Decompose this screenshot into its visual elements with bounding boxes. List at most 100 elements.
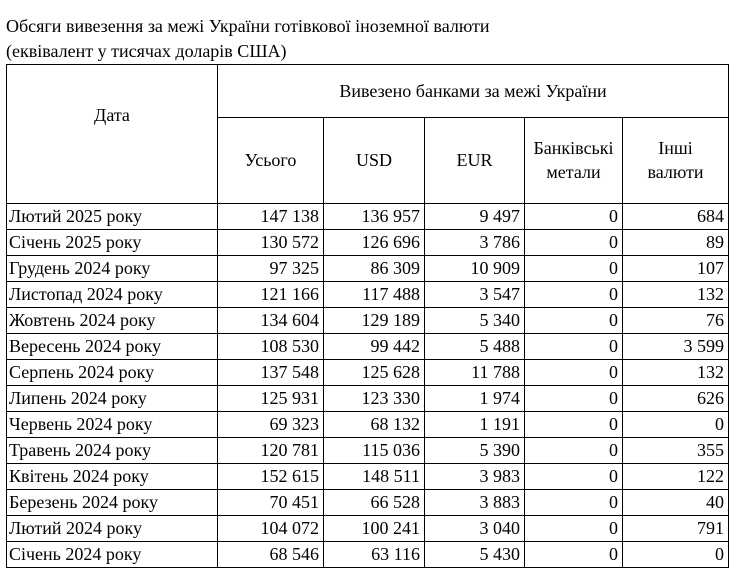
table-row: Липень 2024 року 125 931 123 330 1 974 0 626 (6, 385, 729, 412)
cell-date: Грудень 2024 року (6, 255, 218, 282)
cell-usd: 68 132 (323, 411, 425, 438)
cell-eur: 5 430 (424, 541, 525, 568)
cell-date: Січень 2024 року (6, 541, 218, 568)
header-other-line2: валюти (647, 162, 704, 183)
cell-date: Квітень 2024 року (6, 463, 218, 490)
header-other: Інші валюти (622, 116, 729, 205)
cell-eur: 10 909 (424, 255, 525, 282)
cell-other: 122 (622, 463, 729, 490)
cell-metals: 0 (524, 307, 623, 334)
cell-total: 69 323 (217, 411, 324, 438)
cell-eur: 3 040 (424, 515, 525, 542)
cell-eur: 1 974 (424, 385, 525, 412)
cell-metals: 0 (524, 437, 623, 464)
cell-metals: 0 (524, 411, 623, 438)
table-row: Листопад 2024 року 121 166 117 488 3 547 0 13… (6, 281, 729, 308)
cell-metals: 0 (524, 229, 623, 256)
header-metals-line1: Банківські (533, 138, 614, 159)
cell-total: 97 325 (217, 255, 324, 282)
cell-metals: 0 (524, 333, 623, 360)
cell-date: Лютий 2025 року (6, 203, 218, 230)
table-row: Лютий 2024 року 104 072 100 241 3 040 0 791 (6, 515, 729, 542)
table-row: Березень 2024 року 70 451 66 528 3 883 0 40 (6, 489, 729, 516)
cell-other: 76 (622, 307, 729, 334)
cell-usd: 117 488 (323, 281, 425, 308)
cell-usd: 66 528 (323, 489, 425, 516)
cell-date: Березень 2024 року (6, 489, 218, 516)
cell-other: 0 (622, 541, 729, 568)
currency-export-table: Дата Вивезено банками за межі України Ус… (6, 64, 729, 568)
cell-other: 791 (622, 515, 729, 542)
cell-metals: 0 (524, 463, 623, 490)
title-line-1: Обсяги вивезення за межі України готівко… (6, 16, 490, 36)
cell-other: 3 599 (622, 333, 729, 360)
cell-usd: 129 189 (323, 307, 425, 334)
cell-usd: 63 116 (323, 541, 425, 568)
cell-usd: 100 241 (323, 515, 425, 542)
table-row: Жовтень 2024 року 134 604 129 189 5 340 0 76 (6, 307, 729, 334)
cell-total: 104 072 (217, 515, 324, 542)
cell-eur: 11 788 (424, 359, 525, 386)
cell-total: 68 546 (217, 541, 324, 568)
table-row: Грудень 2024 року 97 325 86 309 10 909 0 107 (6, 255, 729, 282)
cell-usd: 86 309 (323, 255, 425, 282)
cell-metals: 0 (524, 281, 623, 308)
table-row: Квітень 2024 року 152 615 148 511 3 983 0 122 (6, 463, 729, 490)
table-row: Лютий 2025 року 147 138 136 957 9 497 0 684 (6, 203, 729, 230)
cell-usd: 136 957 (323, 203, 425, 230)
table-row: Червень 2024 року 69 323 68 132 1 191 0 0 (6, 411, 729, 438)
header-other-line1: Інші (658, 138, 693, 159)
cell-total: 137 548 (217, 359, 324, 386)
header-date: Дата (6, 64, 218, 204)
cell-other: 626 (622, 385, 729, 412)
cell-date: Листопад 2024 року (6, 281, 218, 308)
table-row: Вересень 2024 року 108 530 99 442 5 488 0 3 5… (6, 333, 729, 360)
cell-metals: 0 (524, 489, 623, 516)
cell-other: 0 (622, 411, 729, 438)
cell-eur: 3 883 (424, 489, 525, 516)
cell-total: 121 166 (217, 281, 324, 308)
cell-total: 125 931 (217, 385, 324, 412)
header-metals-line2: метали (546, 162, 601, 183)
cell-other: 355 (622, 437, 729, 464)
cell-usd: 148 511 (323, 463, 425, 490)
cell-eur: 1 191 (424, 411, 525, 438)
cell-other: 132 (622, 359, 729, 386)
cell-date: Червень 2024 року (6, 411, 218, 438)
cell-total: 152 615 (217, 463, 324, 490)
table-row: Травень 2024 року 120 781 115 036 5 390 0 355 (6, 437, 729, 464)
title-line-2: (еквівалент у тисячах доларів США) (6, 41, 287, 61)
table-row: Січень 2024 року 68 546 63 116 5 430 0 0 (6, 541, 729, 568)
cell-eur: 3 547 (424, 281, 525, 308)
cell-date: Липень 2024 року (6, 385, 218, 412)
cell-total: 147 138 (217, 203, 324, 230)
cell-usd: 123 330 (323, 385, 425, 412)
cell-usd: 125 628 (323, 359, 425, 386)
cell-usd: 126 696 (323, 229, 425, 256)
cell-total: 134 604 (217, 307, 324, 334)
cell-other: 684 (622, 203, 729, 230)
cell-metals: 0 (524, 255, 623, 282)
cell-total: 120 781 (217, 437, 324, 464)
cell-usd: 99 442 (323, 333, 425, 360)
header-usd: USD (323, 116, 425, 205)
cell-metals: 0 (524, 515, 623, 542)
cell-total: 70 451 (217, 489, 324, 516)
document-title: Обсяги вивезення за межі України готівко… (6, 14, 490, 64)
cell-total: 108 530 (217, 333, 324, 360)
cell-total: 130 572 (217, 229, 324, 256)
cell-date: Серпень 2024 року (6, 359, 218, 386)
cell-usd: 115 036 (323, 437, 425, 464)
cell-metals: 0 (524, 541, 623, 568)
cell-date: Жовтень 2024 року (6, 307, 218, 334)
table-row: Січень 2025 року 130 572 126 696 3 786 0 89 (6, 229, 729, 256)
table-row: Серпень 2024 року 137 548 125 628 11 788 0 13… (6, 359, 729, 386)
cell-metals: 0 (524, 359, 623, 386)
header-group: Вивезено банками за межі України (217, 64, 729, 118)
cell-eur: 5 340 (424, 307, 525, 334)
cell-date: Лютий 2024 року (6, 515, 218, 542)
header-metals: Банківські метали (524, 116, 623, 205)
cell-other: 107 (622, 255, 729, 282)
cell-other: 89 (622, 229, 729, 256)
header-eur: EUR (424, 116, 525, 205)
